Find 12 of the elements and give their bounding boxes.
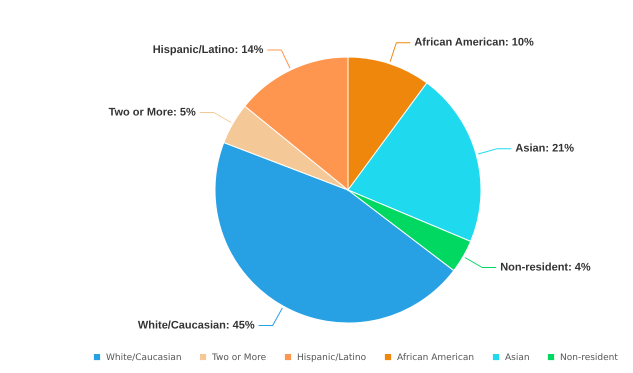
legend-label: Non-resident [560, 353, 618, 364]
legend-label: African American [397, 353, 474, 364]
legend-label: Asian [505, 353, 530, 364]
legend-label: Two or More [211, 353, 267, 364]
data-label: Hispanic/Latino: 14% [152, 44, 264, 56]
data-label: Asian: 21% [515, 142, 574, 155]
legend-label: White/Caucasian [106, 353, 182, 364]
data-label: Non-resident: 4% [500, 262, 591, 274]
data-label: White/Caucasian: 45% [138, 319, 255, 332]
legend-label: Hispanic/Latino [297, 353, 367, 364]
data-label: Two or More: 5% [108, 106, 196, 118]
data-label: African American: 10% [414, 36, 534, 49]
